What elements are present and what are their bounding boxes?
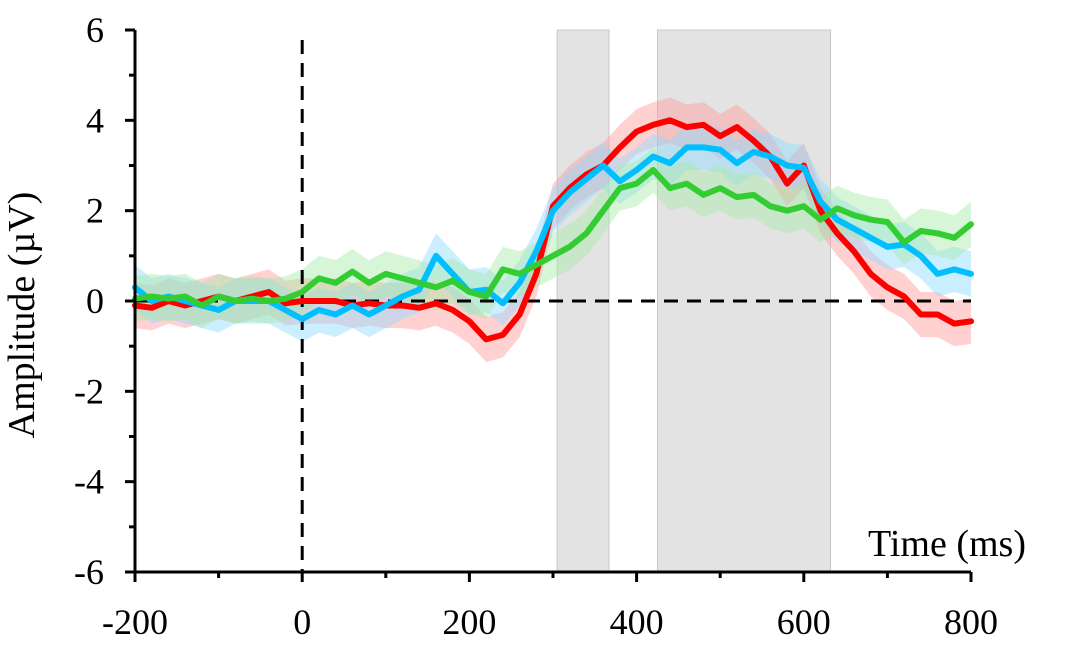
series-band-2 [135, 124, 971, 342]
y-tick-label: 2 [86, 191, 104, 231]
y-tick-label: -4 [74, 462, 104, 502]
series-lines [132, 117, 974, 343]
x-tick-label: -200 [102, 602, 168, 642]
y-tick-label: -2 [74, 371, 104, 411]
y-tick-label: 4 [86, 100, 104, 140]
x-tick-label: 400 [610, 602, 664, 642]
x-tick-label: 200 [442, 602, 496, 642]
x-tick-label: 800 [944, 602, 998, 642]
x-tick-label: 600 [777, 602, 831, 642]
x-axis-label: Time (ms) [868, 523, 1026, 565]
tick-labels: 6 4 2 0 -2 -4 -6 -200 0 200 400 600 800 [74, 10, 998, 642]
y-tick-label: 6 [86, 10, 104, 50]
series-line-3 [132, 167, 974, 309]
series-band-1 [135, 97, 971, 363]
series-line-1 [132, 117, 974, 343]
confidence-bands [135, 97, 971, 363]
x-tick-label: 0 [293, 602, 311, 642]
y-axis-label: Amplitude (µV) [1, 192, 43, 439]
series-band-3 [135, 147, 971, 329]
y-tick-label: -6 [74, 552, 104, 592]
axes [125, 28, 973, 582]
y-tick-label: 0 [86, 281, 104, 321]
